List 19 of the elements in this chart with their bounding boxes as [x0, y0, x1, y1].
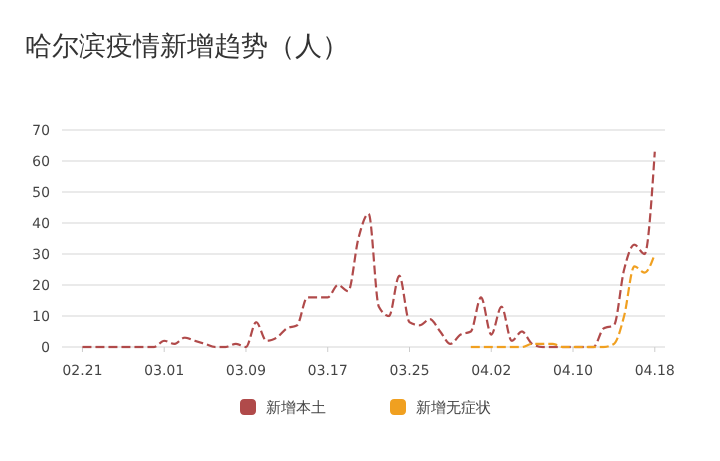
x-tick-label: 03.17 [308, 363, 348, 379]
x-tick-label: 02.21 [62, 363, 102, 379]
y-tick-label: 10 [32, 308, 50, 325]
y-tick-label: 70 [32, 122, 50, 139]
x-tick-label: 04.02 [471, 363, 512, 379]
x-tick-label: 03.01 [144, 363, 184, 379]
legend-label: 新增本土 [266, 398, 326, 416]
chart-title: 哈尔滨疫情新增趋势（人） [25, 31, 349, 62]
legend-label: 新增无症状 [416, 398, 491, 416]
x-tick-label: 04.10 [552, 363, 594, 379]
x-tick-label: 03.25 [389, 363, 430, 379]
y-tick-label: 0 [41, 340, 50, 356]
y-tick-label: 50 [32, 184, 50, 201]
y-tick-label: 40 [32, 216, 50, 232]
x-tick-label: 04.18 [634, 363, 675, 379]
y-tick-label: 60 [32, 154, 50, 170]
y-tick-label: 20 [32, 278, 50, 294]
x-tick-label: 03.09 [226, 363, 266, 379]
y-tick-label: 30 [32, 246, 50, 263]
